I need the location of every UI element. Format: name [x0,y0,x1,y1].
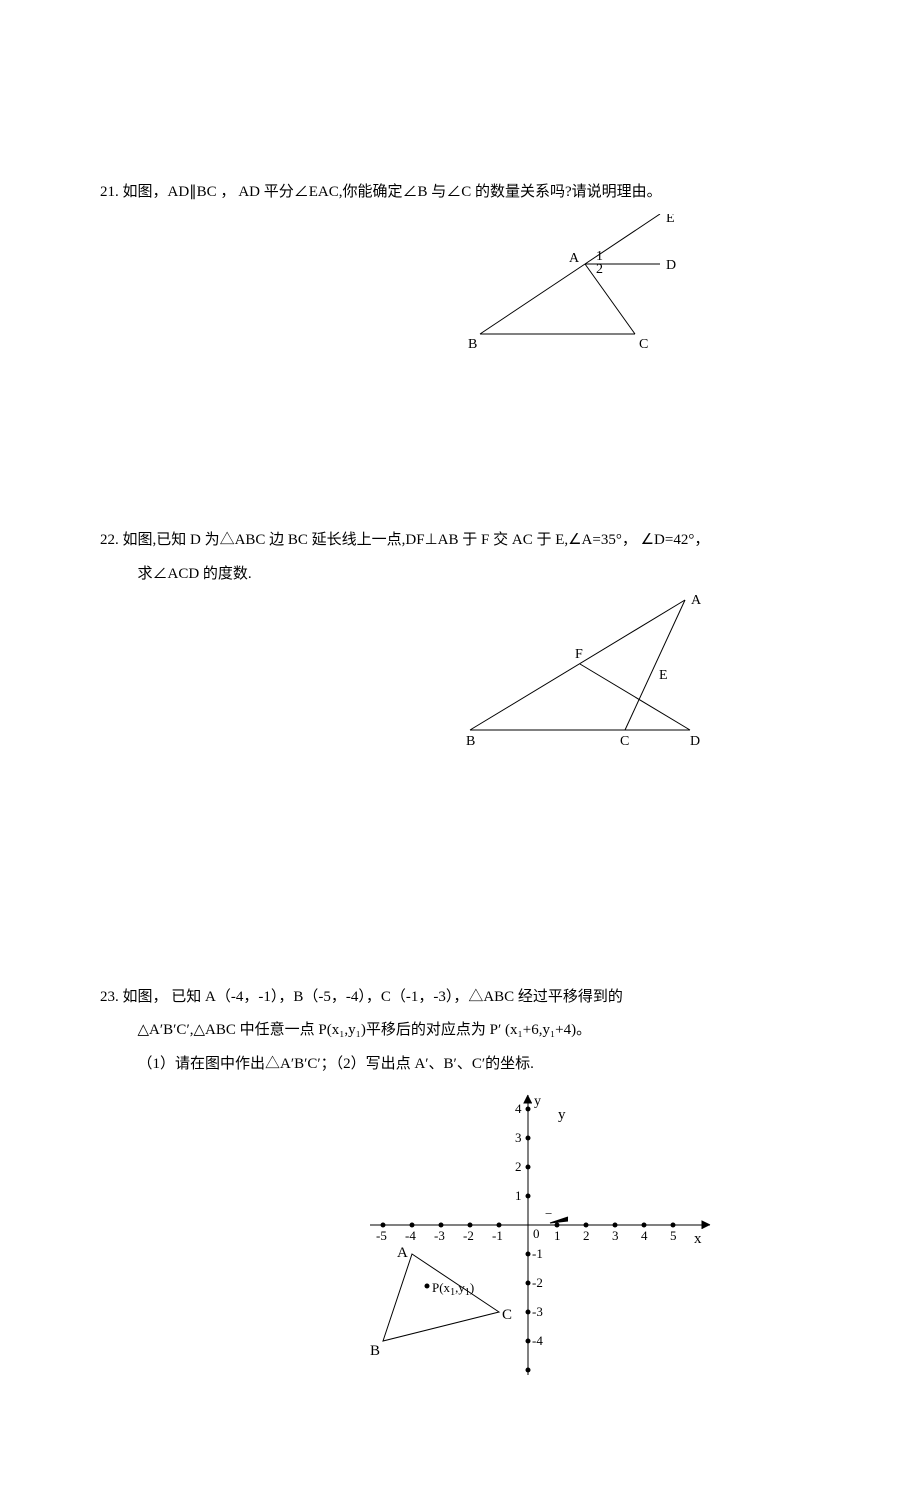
diagram-22: B C D A F E [460,595,720,755]
diagram-23: -5 -4 -3 -2 -1 0 1 2 3 4 5 − 4 3 [350,1085,750,1385]
problem-23: 23. 如图， 已知 A（-4，-1），B（-5，-4），C（-1，-3），△A… [100,985,820,1395]
svg-text:1: 1 [554,1228,561,1243]
label-C: C [620,734,629,749]
label-D: D [666,258,676,273]
label-B: B [466,734,475,749]
label-B: B [370,1343,380,1359]
svg-text:5: 5 [670,1228,677,1243]
svg-text:-2: -2 [463,1228,474,1243]
svg-text:-1: -1 [532,1246,543,1261]
angle-2: 2 [596,262,603,277]
problem-body: 如图， 已知 A（-4，-1），B（-5，-4），C（-1，-3），△ABC 经… [123,989,623,1005]
problem-body: 如图,已知 D 为△ABC 边 BC 延长线上一点,DF⊥AB 于 F 交 AC… [123,532,710,548]
label-A: A [691,595,702,608]
svg-text:-4: -4 [405,1228,416,1243]
label-D: D [690,734,700,749]
label-E: E [666,214,675,226]
label-A: A [569,251,580,266]
svg-text:3: 3 [612,1228,619,1243]
svg-text:−: − [545,1206,552,1221]
svg-text:0: 0 [533,1226,540,1241]
x-axis-label: x [694,1231,702,1247]
y-axis-label: y [534,1094,541,1109]
diagram-21: B C A D E 1 2 [460,214,690,359]
problem-23-text1: 23. 如图， 已知 A（-4，-1），B（-5，-4），C（-1，-3），△A… [100,985,820,1011]
svg-text:4: 4 [641,1228,648,1243]
svg-text:-3: -3 [434,1228,445,1243]
problem-22-text1: 22. 如图,已知 D 为△ABC 边 BC 延长线上一点,DF⊥AB 于 F … [100,528,820,554]
label-B: B [468,337,477,352]
label-F: F [575,647,583,662]
y-axis-label-2: y [558,1107,566,1123]
svg-text:-4: -4 [532,1333,543,1348]
problem-number: 22. [100,532,119,548]
svg-text:4: 4 [515,1101,522,1116]
label-P: P(x1,y1) [432,1280,474,1298]
problem-21-text: 21. 如图，AD∥BC ， AD 平分∠EAC,你能确定∠B 与∠C 的数量关… [100,180,820,206]
svg-text:3: 3 [515,1130,522,1145]
problem-body: 如图，AD∥BC ， AD 平分∠EAC,你能确定∠B 与∠C 的数量关系吗?请… [123,184,662,200]
svg-text:-2: -2 [532,1275,543,1290]
svg-text:2: 2 [515,1159,522,1174]
svg-text:-1: -1 [492,1228,503,1243]
problem-23-text2: △A′B′C′,△ABC 中任意一点 P(x₁,y₁)平移后的对应点为 P′ (… [100,1018,820,1044]
label-E: E [659,668,668,683]
problem-number: 23. [100,989,119,1005]
problem-number: 21. [100,184,119,200]
problem-22-figure: B C D A F E [460,595,820,765]
problem-21-figure: B C A D E 1 2 [460,214,820,369]
problem-23-figure: -5 -4 -3 -2 -1 0 1 2 3 4 5 − 4 3 [350,1085,820,1395]
svg-text:2: 2 [583,1228,590,1243]
svg-text:-5: -5 [376,1228,387,1243]
problem-21: 21. 如图，AD∥BC ， AD 平分∠EAC,你能确定∠B 与∠C 的数量关… [100,180,820,368]
problem-23-text3: （1）请在图中作出△A′B′C′；（2）写出点 A′、B′、C′的坐标. [100,1052,820,1078]
problem-22-text2: 求∠ACD 的度数. [100,562,820,588]
label-C: C [502,1307,512,1323]
problem-22: 22. 如图,已知 D 为△ABC 边 BC 延长线上一点,DF⊥AB 于 F … [100,528,820,765]
label-C: C [639,337,648,352]
label-A: A [397,1245,408,1261]
svg-text:-3: -3 [532,1304,543,1319]
svg-text:1: 1 [515,1188,522,1203]
